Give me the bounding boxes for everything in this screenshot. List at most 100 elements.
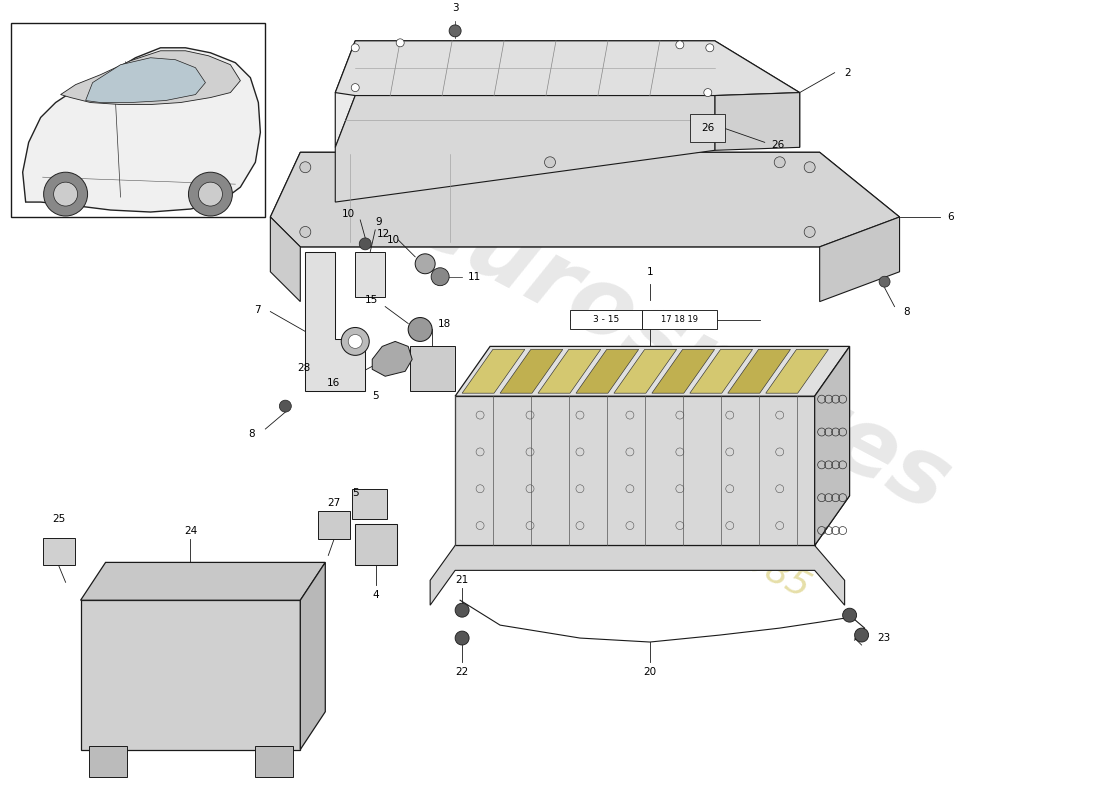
- Circle shape: [415, 254, 436, 274]
- Bar: [89, 746, 127, 778]
- Bar: [255, 746, 294, 778]
- Bar: [318, 510, 350, 538]
- Polygon shape: [690, 350, 752, 393]
- Polygon shape: [80, 562, 326, 600]
- Circle shape: [704, 89, 712, 97]
- Circle shape: [544, 157, 556, 168]
- Text: 10: 10: [387, 235, 400, 245]
- Polygon shape: [652, 350, 715, 393]
- Bar: [642, 310, 717, 330]
- Text: 26: 26: [772, 140, 785, 150]
- Circle shape: [855, 628, 869, 642]
- Text: 4: 4: [373, 590, 380, 600]
- Circle shape: [351, 44, 360, 52]
- Polygon shape: [538, 350, 601, 393]
- Text: 3: 3: [452, 3, 459, 13]
- Polygon shape: [336, 41, 800, 147]
- Text: 7: 7: [254, 305, 261, 314]
- Text: 8: 8: [249, 429, 255, 439]
- Text: 2: 2: [845, 68, 851, 78]
- Circle shape: [455, 603, 469, 617]
- Polygon shape: [23, 48, 261, 212]
- Polygon shape: [60, 50, 241, 105]
- Text: 12: 12: [377, 229, 390, 239]
- Text: 3 - 15: 3 - 15: [593, 315, 619, 324]
- Polygon shape: [820, 217, 900, 302]
- Polygon shape: [766, 350, 828, 393]
- Bar: [352, 489, 387, 518]
- Circle shape: [449, 25, 461, 37]
- Text: 26: 26: [701, 123, 714, 134]
- Bar: [355, 252, 385, 297]
- Polygon shape: [86, 58, 206, 102]
- Circle shape: [675, 41, 684, 49]
- Text: 28: 28: [297, 363, 310, 374]
- Text: 16: 16: [327, 378, 340, 388]
- Bar: [570, 310, 642, 330]
- Polygon shape: [614, 350, 676, 393]
- Circle shape: [408, 318, 432, 342]
- Text: a passion since 1985: a passion since 1985: [464, 397, 816, 605]
- Polygon shape: [430, 546, 845, 606]
- Circle shape: [351, 84, 360, 91]
- Text: 5: 5: [352, 488, 359, 498]
- Circle shape: [396, 39, 404, 46]
- Bar: [410, 346, 455, 391]
- Polygon shape: [271, 152, 900, 247]
- Circle shape: [843, 608, 857, 622]
- Circle shape: [341, 327, 370, 355]
- Text: 5: 5: [372, 391, 378, 401]
- Text: 27: 27: [328, 498, 341, 508]
- Polygon shape: [372, 342, 412, 376]
- Polygon shape: [715, 93, 800, 150]
- Bar: [355, 523, 397, 566]
- Text: 21: 21: [455, 575, 469, 586]
- Circle shape: [431, 268, 449, 286]
- Text: eurospares: eurospares: [395, 170, 965, 532]
- Circle shape: [54, 182, 78, 206]
- Polygon shape: [271, 217, 300, 302]
- Circle shape: [455, 631, 469, 645]
- Text: 22: 22: [455, 667, 469, 677]
- Circle shape: [279, 400, 292, 412]
- Circle shape: [300, 162, 311, 173]
- Bar: [690, 114, 725, 142]
- Circle shape: [774, 157, 785, 168]
- Circle shape: [360, 238, 371, 250]
- Text: 9: 9: [375, 217, 382, 227]
- Text: 18: 18: [438, 318, 451, 329]
- Polygon shape: [462, 350, 525, 393]
- Polygon shape: [80, 600, 300, 750]
- Text: 11: 11: [469, 272, 482, 282]
- Polygon shape: [576, 350, 639, 393]
- Polygon shape: [306, 252, 365, 391]
- Text: 17 18 19: 17 18 19: [661, 315, 698, 324]
- Text: 24: 24: [184, 526, 197, 535]
- Circle shape: [44, 172, 88, 216]
- Text: 20: 20: [644, 667, 657, 677]
- Text: 23: 23: [878, 633, 891, 643]
- Polygon shape: [728, 350, 791, 393]
- Text: 6: 6: [947, 212, 954, 222]
- Polygon shape: [336, 41, 800, 95]
- Circle shape: [188, 172, 232, 216]
- Polygon shape: [500, 350, 563, 393]
- Circle shape: [300, 226, 311, 238]
- Polygon shape: [455, 396, 815, 546]
- Text: 25: 25: [52, 514, 65, 524]
- Text: 15: 15: [365, 294, 378, 305]
- Text: 8: 8: [903, 306, 910, 317]
- Bar: [43, 538, 75, 566]
- Polygon shape: [815, 346, 849, 546]
- Polygon shape: [300, 562, 326, 750]
- Circle shape: [804, 226, 815, 238]
- Polygon shape: [271, 152, 900, 247]
- Circle shape: [198, 182, 222, 206]
- Polygon shape: [455, 496, 849, 546]
- Text: 10: 10: [342, 209, 355, 219]
- Bar: [11, 23, 265, 217]
- Circle shape: [879, 276, 890, 287]
- Polygon shape: [455, 346, 849, 396]
- Polygon shape: [336, 95, 715, 202]
- Circle shape: [706, 44, 714, 52]
